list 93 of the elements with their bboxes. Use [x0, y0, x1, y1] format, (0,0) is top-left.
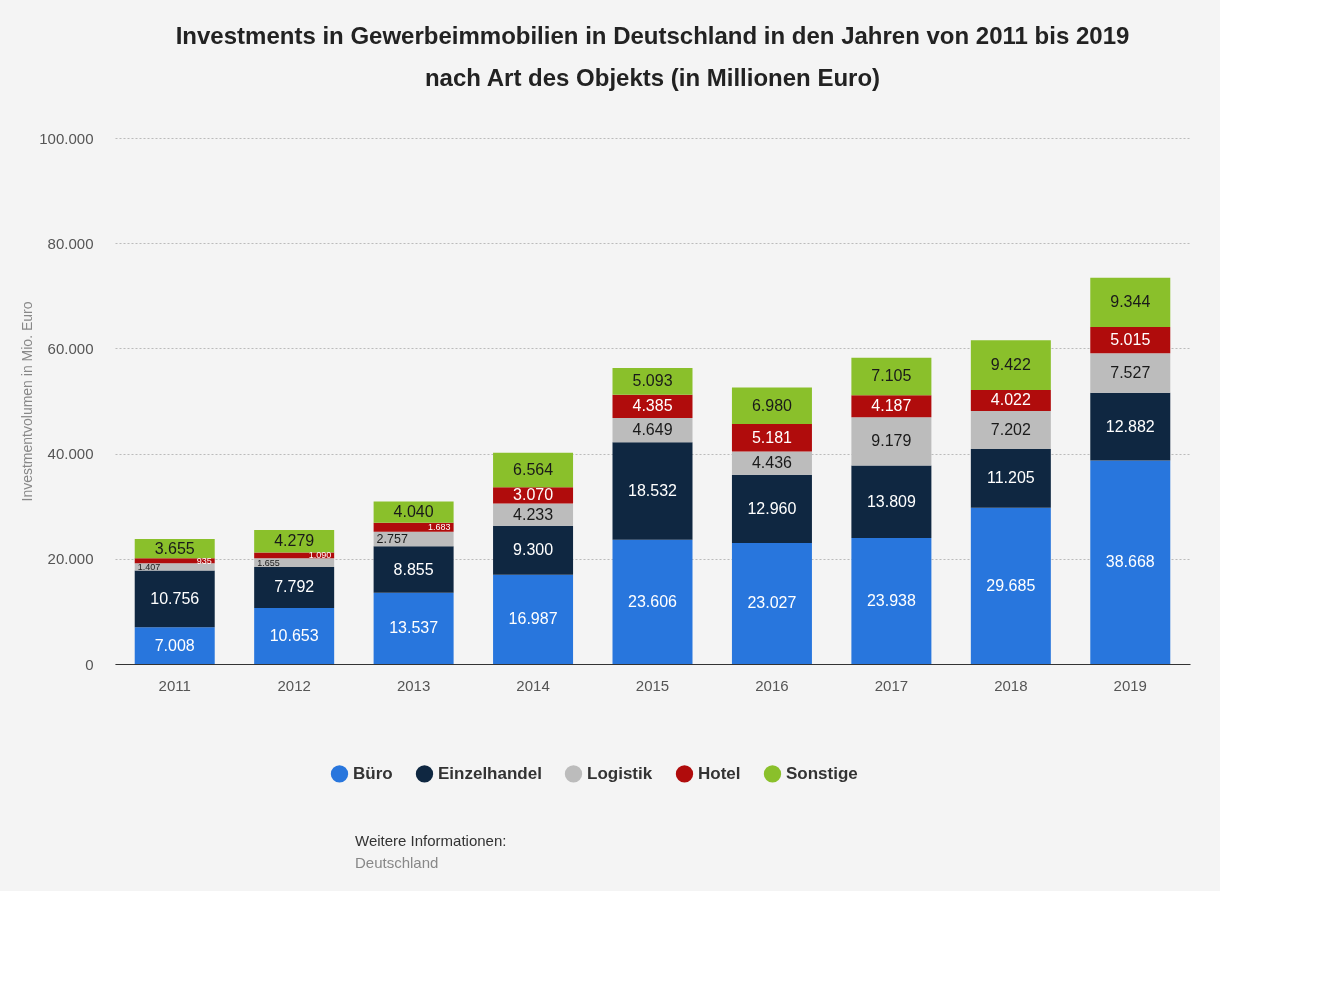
data-label: 9.344 [1110, 293, 1151, 311]
bar [731, 474, 812, 543]
data-label: 4.233 [513, 505, 554, 523]
bar [970, 507, 1051, 664]
bar [851, 357, 932, 396]
data-label: 3.070 [513, 486, 554, 504]
x-tick-label: 2014 [516, 676, 550, 694]
bar [493, 574, 574, 664]
legend-label: Einzelhandel [438, 763, 542, 783]
y-tick-label: 40.000 [47, 445, 94, 463]
data-label: 4.040 [393, 503, 434, 521]
text: Weitere Informationen: [355, 832, 507, 849]
bar [1090, 392, 1171, 461]
data-label: 7.202 [990, 420, 1031, 438]
data-label: 7.527 [1110, 364, 1151, 382]
y-tick-label: 20.000 [47, 550, 94, 568]
legend-label: Logistik [587, 763, 653, 783]
bar [493, 525, 574, 575]
data-label: 12.960 [747, 499, 797, 517]
bar [254, 607, 335, 664]
data-label: 5.093 [632, 372, 673, 390]
data-label: 5.015 [1110, 331, 1151, 349]
data-label: 1.090 [308, 550, 332, 561]
data-label: 4.385 [632, 397, 673, 415]
data-label: 8.855 [393, 560, 434, 578]
bar [970, 448, 1051, 508]
bar [373, 592, 454, 664]
bar [612, 539, 693, 664]
data-label: 13.537 [389, 619, 439, 637]
bar [851, 538, 932, 664]
data-label: 4.649 [632, 421, 673, 439]
y-axis-title: Investmentvolumen in Mio. Euro [19, 301, 36, 502]
data-label: 23.027 [747, 594, 797, 612]
data-label: 38.668 [1105, 553, 1155, 571]
legend-label: Büro [353, 763, 393, 783]
data-label: 4.436 [751, 454, 793, 472]
bar [970, 411, 1051, 449]
data-label: 7.792 [274, 578, 315, 596]
bar [134, 563, 215, 571]
bar [731, 542, 812, 664]
x-tick-label: 2018 [994, 676, 1028, 694]
bar [134, 570, 215, 628]
data-label: 6.564 [513, 461, 554, 479]
data-label: 7.008 [154, 636, 195, 654]
data-label: 23.938 [866, 592, 916, 610]
data-label: 4.279 [274, 532, 315, 550]
data-label: 9.179 [871, 432, 912, 450]
y-tick-label: 100.000 [39, 129, 94, 147]
data-label: 3.655 [154, 539, 195, 557]
data-label: 23.606 [628, 592, 678, 610]
x-tick-label: 2015 [635, 676, 670, 694]
data-label: 1.655 [257, 557, 280, 568]
chart-title: Investments in Gewerbeimmobilien in Deutschland in den Jahren von 2011 bis 2019 nach Art des Objekts (in Millionen Euro) [175, 22, 1130, 91]
y-tick-label: 80.000 [47, 234, 94, 252]
data-label: 5.181 [751, 428, 793, 446]
bar [134, 627, 215, 664]
data-label: 16.987 [508, 610, 558, 628]
data-label: 10.756 [150, 589, 200, 607]
bar [254, 566, 335, 608]
data-label: 13.809 [866, 492, 916, 510]
x-tick-label: 2019 [1113, 676, 1147, 694]
y-tick-label: 0 [85, 655, 94, 673]
text: Deutschland [355, 854, 439, 871]
data-label: 1.407 [137, 561, 161, 572]
x-tick-label: 2011 [158, 676, 191, 694]
x-tick-label: 2016 [755, 676, 789, 694]
bar [851, 465, 932, 539]
data-label: 12.882 [1105, 417, 1155, 435]
data-label: 4.187 [871, 397, 912, 415]
data-label: 10.653 [269, 626, 319, 644]
x-tick-label: 2013 [396, 676, 431, 694]
data-label: 18.532 [628, 482, 678, 500]
bar [1090, 460, 1171, 664]
data-label: 2.757 [376, 531, 408, 546]
data-label: 6.980 [751, 396, 793, 414]
data-label: 4.022 [990, 391, 1031, 409]
x-tick-label: 2017 [874, 676, 909, 694]
legend-label: Hotel [698, 763, 741, 783]
data-label: 1.683 [428, 522, 451, 533]
data-label: 9.300 [513, 541, 554, 559]
bar [612, 442, 693, 540]
data-label: 9.422 [990, 356, 1031, 374]
data-label: 29.685 [986, 576, 1036, 594]
y-tick-label: 60.000 [47, 339, 94, 357]
bar [373, 546, 454, 593]
data-label: 11.205 [986, 469, 1035, 487]
x-tick-label: 2012 [277, 676, 311, 694]
legend-label: Sonstige [786, 763, 858, 783]
bar [731, 387, 812, 425]
bar [970, 340, 1051, 390]
bar [1090, 277, 1171, 327]
data-label: 7.105 [871, 367, 912, 385]
bar [1090, 353, 1171, 393]
